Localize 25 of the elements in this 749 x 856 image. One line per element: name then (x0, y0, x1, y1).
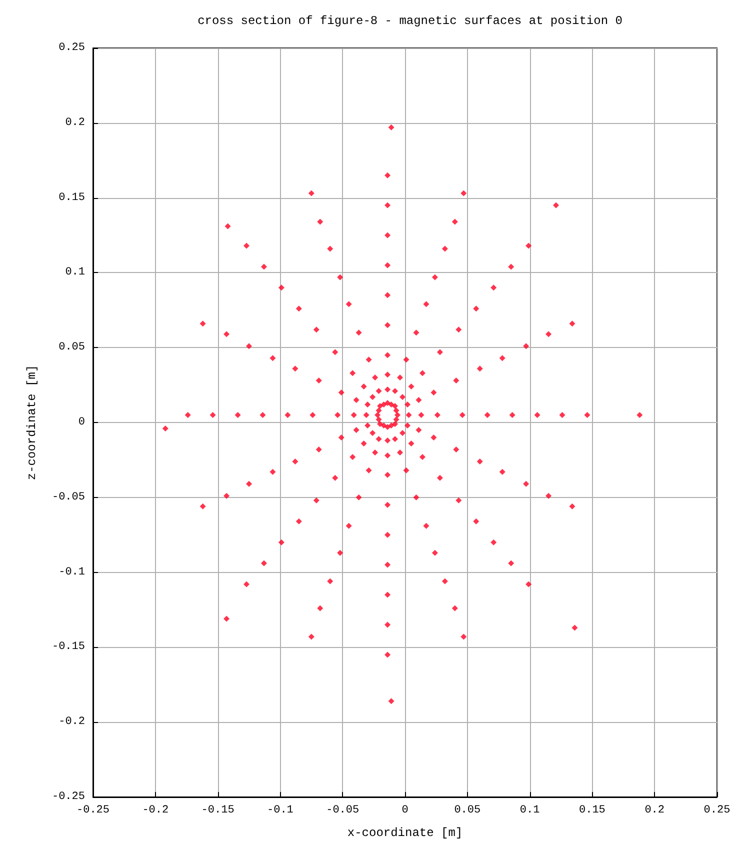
y-tick-label: 0.2 (65, 116, 85, 129)
y-tick-label: -0.25 (52, 791, 85, 803)
x-tick-label: -0.05 (326, 804, 360, 816)
y-tick-label: 0.05 (58, 342, 85, 354)
x-tick-label: 0.05 (454, 804, 481, 816)
x-tick-label: 0.1 (520, 804, 540, 816)
y-tick-label: -0.05 (52, 491, 85, 504)
y-axis-title: z-coordinate [m] (25, 364, 39, 480)
x-tick-label: 0.15 (578, 804, 606, 816)
y-tick-label: 0.25 (58, 42, 85, 54)
chart-title: cross section of figure-8 - magnetic surfaces at position 0 (198, 14, 622, 28)
y-tick-label: 0 (78, 416, 85, 428)
y-tick-label: -0.15 (52, 641, 85, 654)
y-tick-label: 0.1 (65, 266, 86, 279)
x-axis-title: x-coordinate [m] (347, 826, 463, 840)
x-tick-label: -0.25 (76, 804, 110, 816)
y-tick-label: -0.1 (58, 566, 86, 578)
x-tick-label: -0.1 (266, 804, 294, 816)
x-tick-label: 0.25 (704, 804, 730, 816)
x-tick-label: 0.2 (644, 804, 665, 816)
x-tick-label: 0 (402, 804, 408, 816)
x-tick-label: -0.15 (201, 804, 234, 816)
y-tick-label: 0.15 (58, 192, 85, 204)
x-tick-label: -0.2 (142, 804, 169, 816)
y-tick-label: -0.2 (58, 716, 85, 728)
